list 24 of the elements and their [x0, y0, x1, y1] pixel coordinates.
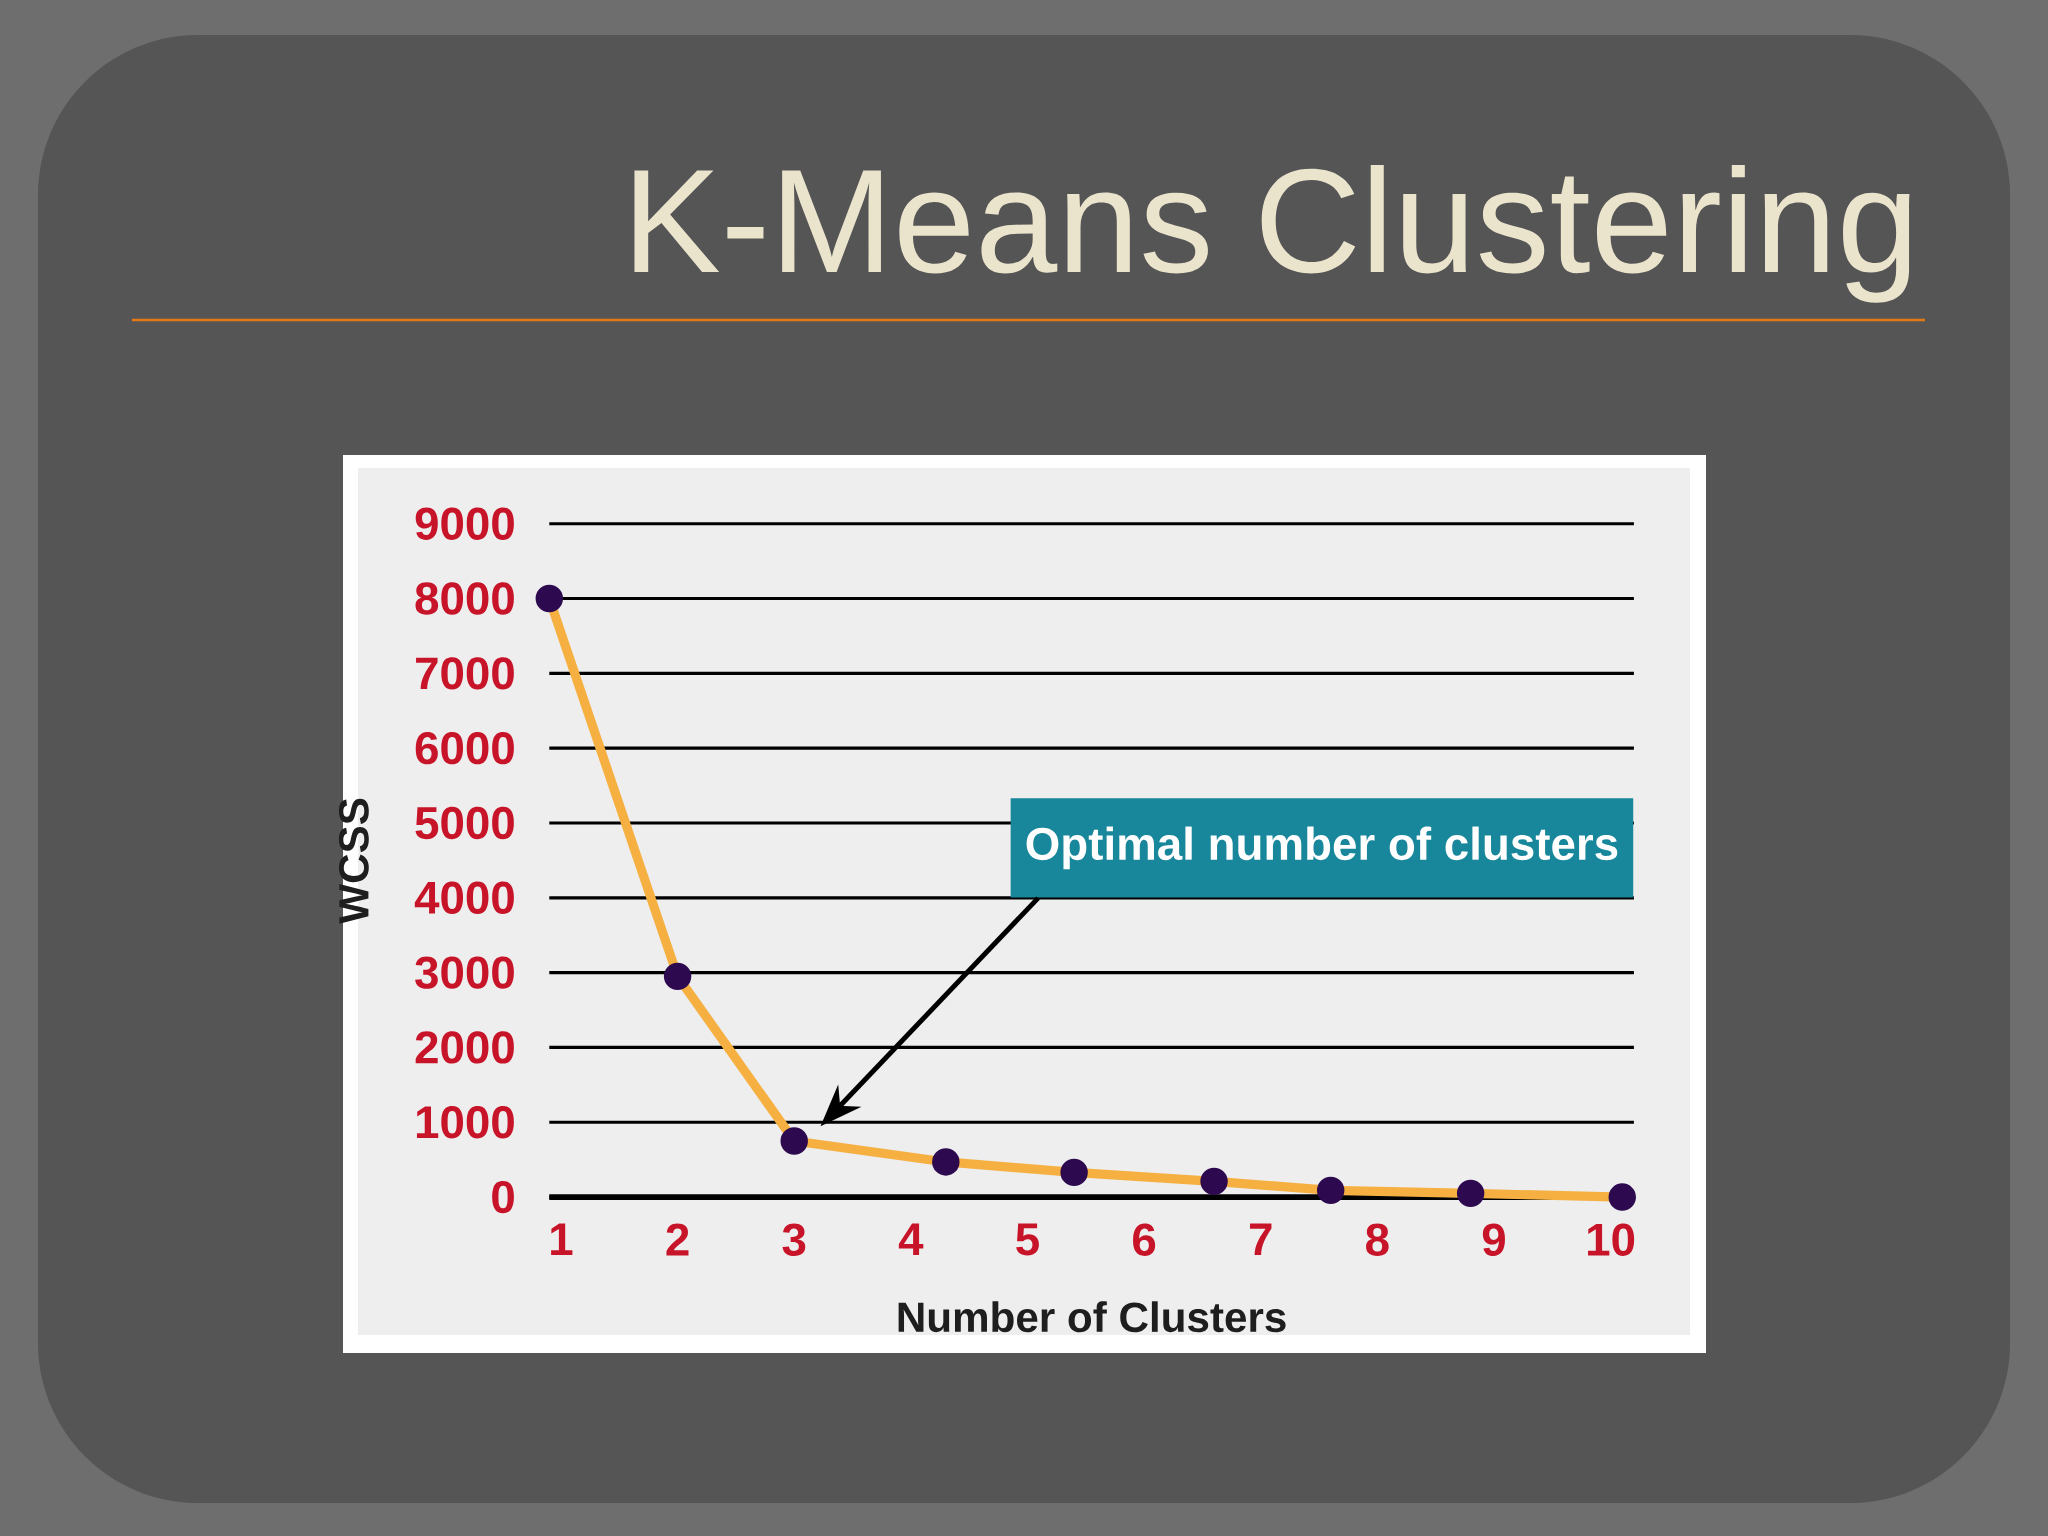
- y-tick-label: 1000: [416, 1106, 514, 1139]
- annotation: Optimal number of clusters: [1026, 826, 1618, 870]
- y-tick-label: 9000: [415, 507, 514, 540]
- x-tick-label: 2: [666, 1223, 689, 1256]
- y-tick-label: 5000: [415, 806, 514, 840]
- x-tick-label: 7: [1249, 1223, 1272, 1256]
- x-axis-title: Number of Clusters: [898, 1301, 1286, 1333]
- y-tick-label: 8000: [415, 582, 514, 615]
- x-tick-label: 9: [1482, 1223, 1505, 1256]
- x-tick-label: 6: [1133, 1223, 1156, 1256]
- x-tick-label: 10: [1588, 1223, 1635, 1256]
- x-tick-label: 5: [1016, 1223, 1039, 1256]
- chart-title: K-Means Clustering: [634, 164, 1910, 303]
- y-tick-label: 0: [492, 1180, 514, 1214]
- y-tick-label: 2000: [415, 1031, 514, 1064]
- x-tick-label: 4: [898, 1223, 924, 1256]
- y-tick-label: 3000: [415, 956, 514, 989]
- x-tick-label: 8: [1366, 1223, 1389, 1256]
- y-tick-label: 7000: [416, 657, 514, 690]
- x-tick-label: 3: [782, 1223, 806, 1256]
- y-tick-label: 4000: [414, 881, 514, 914]
- y-axis-title: WCSS: [338, 798, 369, 924]
- x-tick-label: 1: [551, 1223, 573, 1256]
- y-tick-label: 6000: [415, 731, 514, 765]
